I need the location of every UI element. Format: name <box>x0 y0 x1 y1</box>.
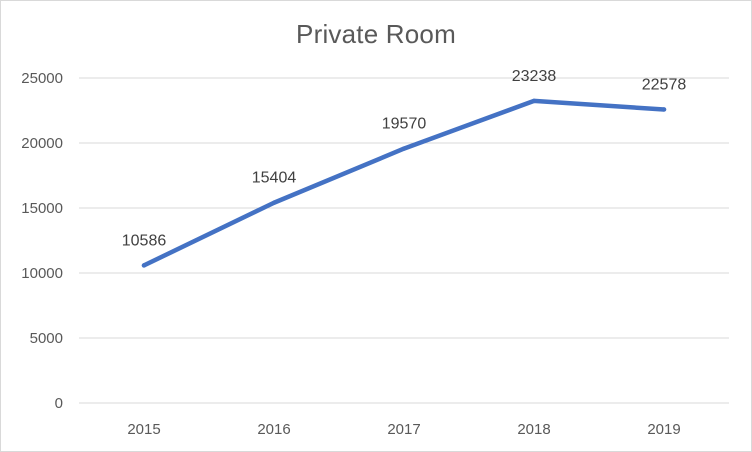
data-point <box>531 98 537 104</box>
data-label: 10586 <box>122 232 167 249</box>
chart-title: Private Room <box>296 19 456 49</box>
data-label: 15404 <box>252 170 297 187</box>
x-tick-label: 2019 <box>647 421 680 438</box>
y-tick-label: 0 <box>55 395 63 412</box>
x-tick-label: 2017 <box>387 421 420 438</box>
data-point <box>141 263 147 268</box>
y-tick-label: 5000 <box>30 330 63 347</box>
data-point <box>661 107 667 112</box>
data-point <box>401 146 407 151</box>
y-tick-label: 20000 <box>21 135 63 152</box>
data-label: 22578 <box>642 76 687 93</box>
x-tick-label: 2015 <box>127 421 160 438</box>
y-tick-label: 10000 <box>21 265 63 282</box>
data-point <box>271 200 277 205</box>
data-label: 23238 <box>512 68 557 85</box>
y-tick-label: 15000 <box>21 200 63 217</box>
x-tick-label: 2018 <box>517 421 550 438</box>
x-tick-label: 2016 <box>257 421 290 438</box>
y-tick-label: 25000 <box>21 70 63 87</box>
data-label: 19570 <box>382 116 427 133</box>
